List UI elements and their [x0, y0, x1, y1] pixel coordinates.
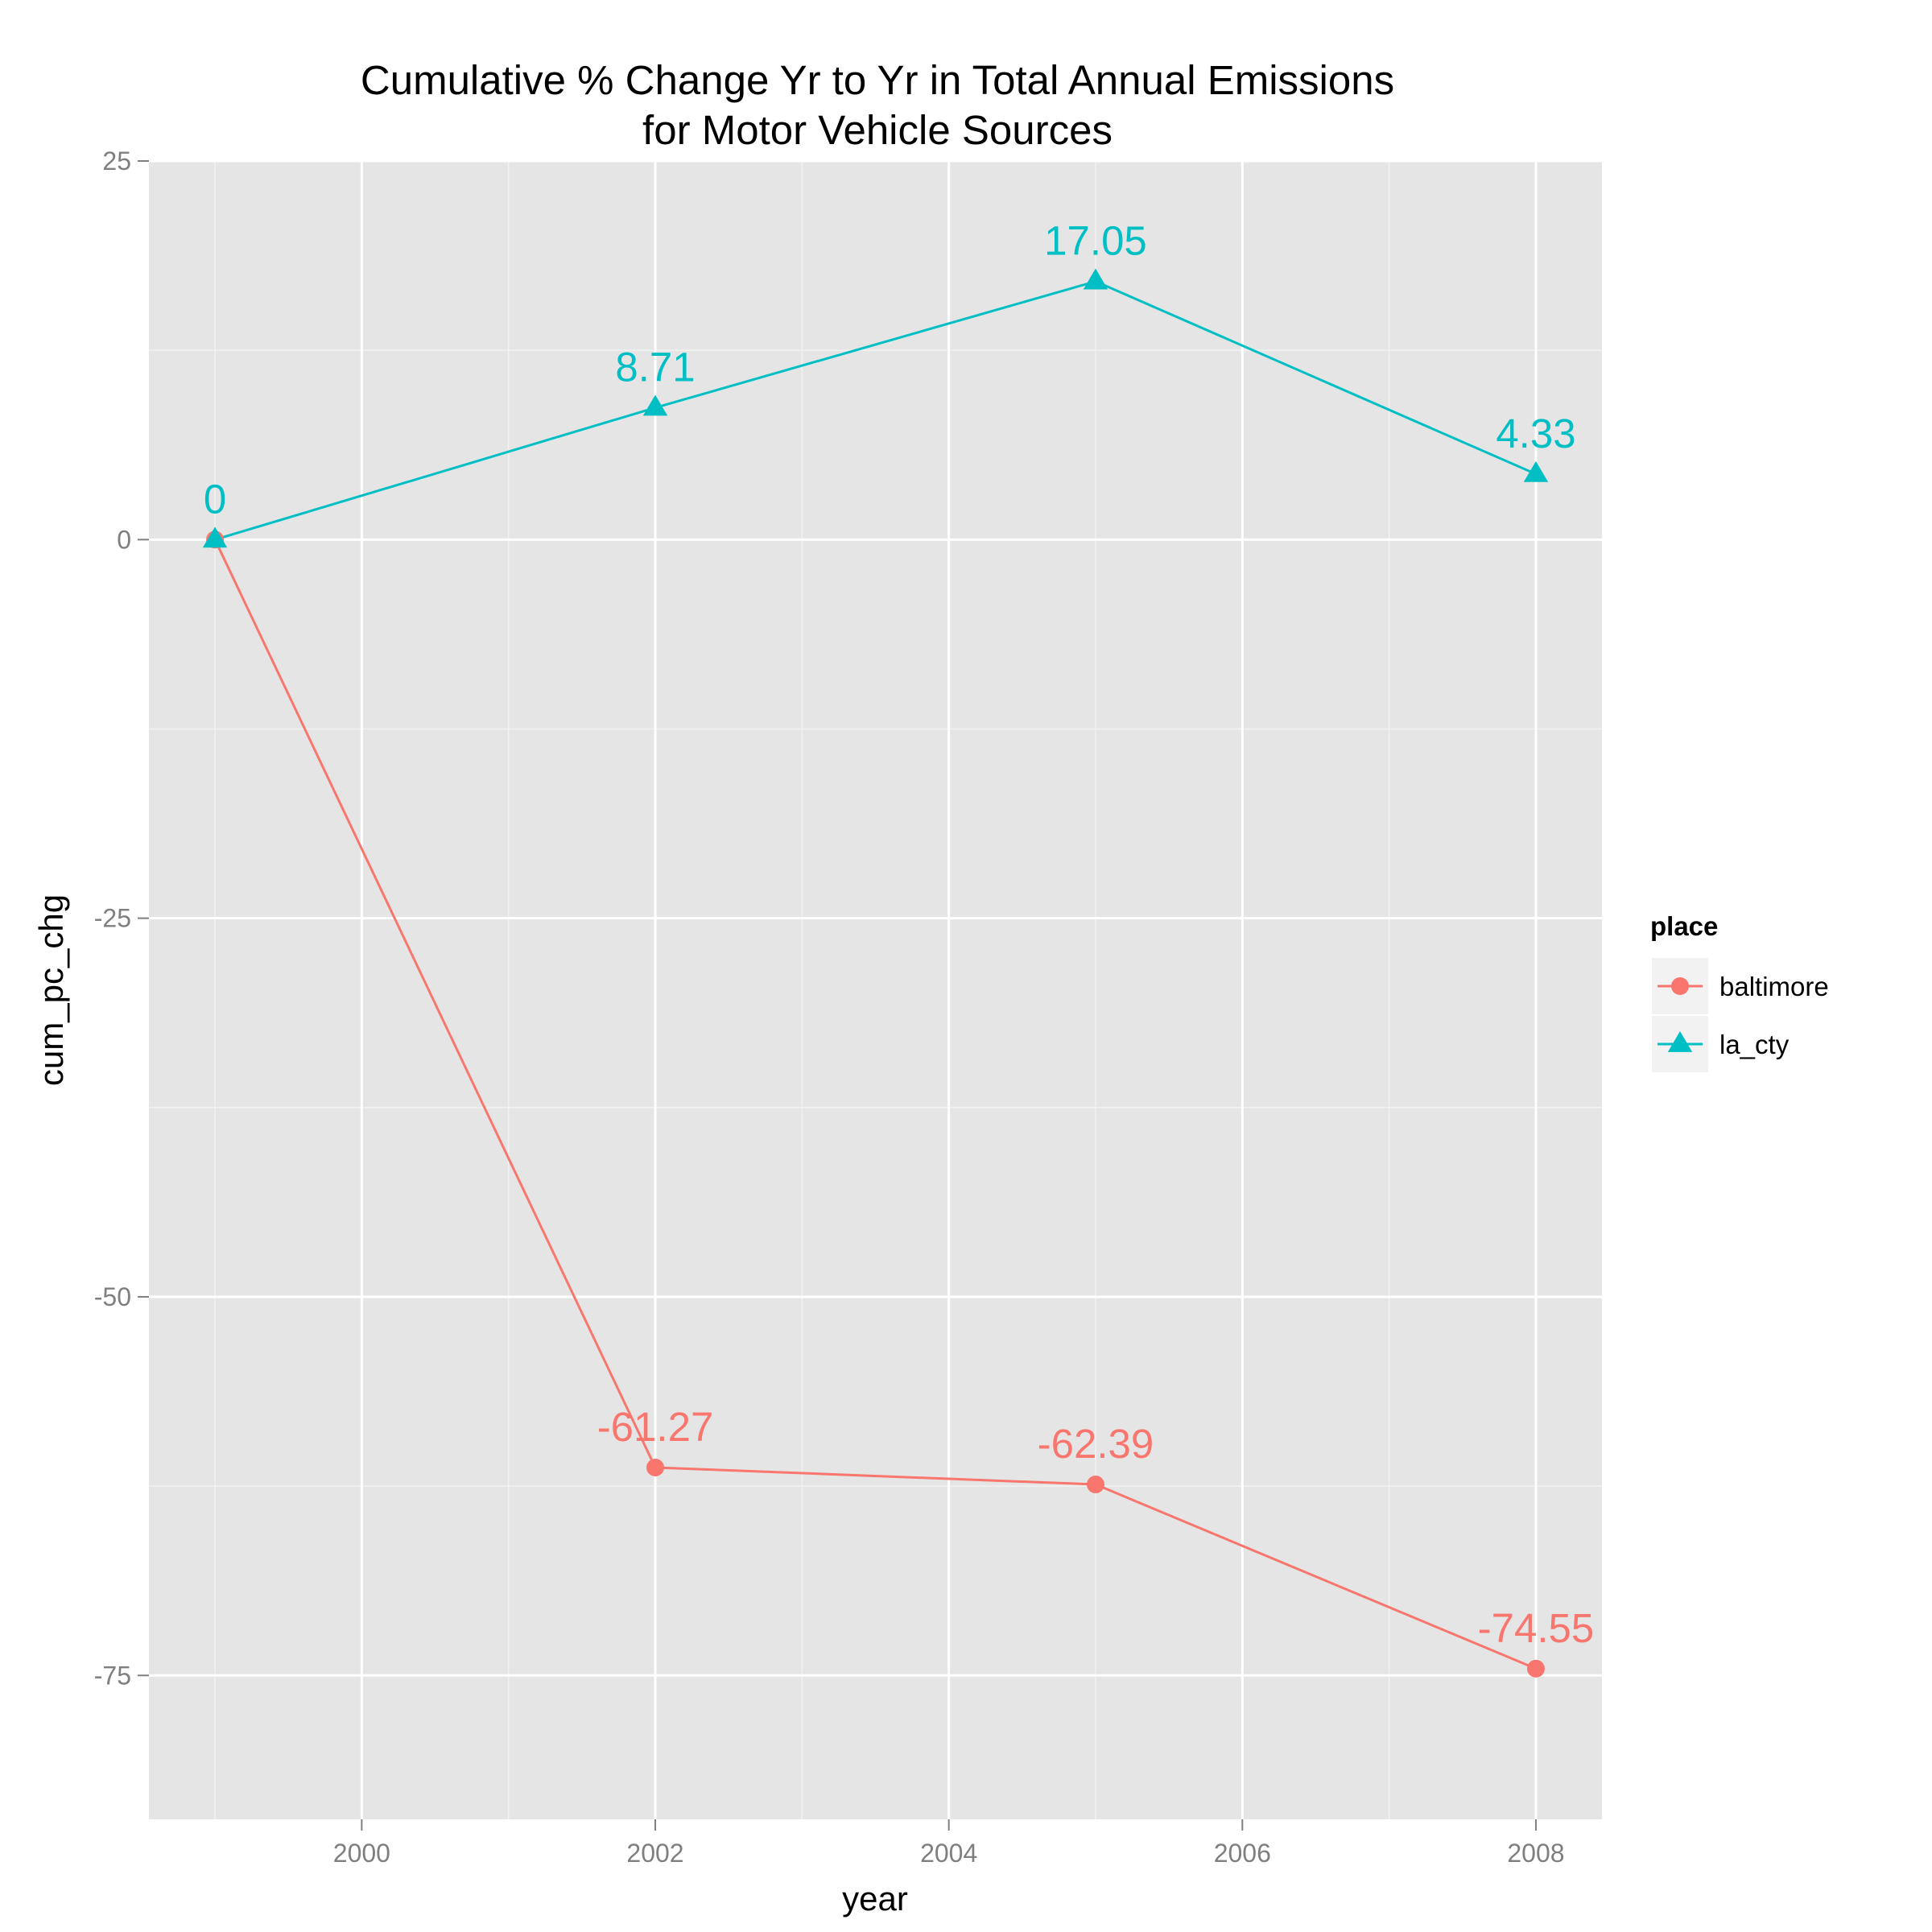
y-tick-label: 25: [102, 147, 131, 175]
legend-entries: baltimore la_cty: [1652, 958, 1829, 1072]
data-label-baltimore: -62.39: [1038, 1421, 1154, 1467]
data-label-la_cty: 0: [204, 476, 226, 522]
data-label-baltimore: -74.55: [1478, 1605, 1595, 1651]
series-line-la_cty: [214, 279, 1537, 541]
legend-marker-la_cty: [1667, 1031, 1693, 1052]
series-labels: -61.27 -62.39 -74.55 0 8.71 17.05 4.33: [204, 218, 1594, 1651]
data-point-baltimore: [1086, 1476, 1104, 1494]
data-point-la_cty: [1523, 460, 1549, 482]
data-label-la_cty: 4.33: [1496, 411, 1575, 456]
chart-title-line-2: for Motor Vehicle Sources: [642, 107, 1113, 153]
x-tick-label: 2002: [626, 1839, 683, 1868]
data-point-baltimore: [1526, 1659, 1545, 1678]
series-line-baltimore: [213, 539, 1537, 1670]
x-tick-label: 2000: [333, 1839, 390, 1868]
y-tick-labels: 25 0 -25 -50 -75: [94, 147, 131, 1690]
legend: place baltimore la_cty: [1650, 911, 1829, 1072]
series-points: [202, 268, 1549, 1678]
x-tick-label: 2008: [1507, 1839, 1564, 1868]
data-point-la_cty: [1083, 268, 1108, 290]
data-label-la_cty: 8.71: [615, 344, 695, 390]
data-point-la_cty: [202, 526, 228, 548]
y-tick-label: -75: [94, 1661, 131, 1690]
legend-marker-baltimore: [1671, 977, 1689, 995]
y-axis-title: cum_pc_chg: [32, 894, 70, 1086]
legend-label-la_cty: la_cty: [1719, 1030, 1790, 1059]
data-label-la_cty: 17.05: [1044, 218, 1147, 264]
x-tick-labels: 2000 2002 2004 2006 2008: [333, 1839, 1565, 1868]
y-tick-label: -25: [94, 904, 131, 933]
chart-title-line-1: Cumulative % Change Yr to Yr in Total An…: [361, 57, 1394, 103]
x-axis-title: year: [842, 1880, 908, 1918]
major-gridlines: [149, 159, 1602, 1819]
series-lines: [213, 279, 1537, 1670]
data-label-baltimore: -61.27: [597, 1404, 714, 1450]
minor-gridlines: [149, 161, 1602, 1819]
x-tick-label: 2006: [1214, 1839, 1271, 1868]
legend-title: place: [1650, 911, 1718, 941]
axis-ticks: [138, 160, 1537, 1831]
data-point-baltimore: [646, 1458, 665, 1476]
y-tick-label: -50: [94, 1282, 131, 1311]
x-tick-label: 2004: [920, 1839, 977, 1868]
plot-panel: [149, 161, 1602, 1819]
y-tick-label: 0: [117, 525, 131, 554]
data-point-la_cty: [642, 394, 668, 416]
legend-label-baltimore: baltimore: [1719, 972, 1829, 1001]
